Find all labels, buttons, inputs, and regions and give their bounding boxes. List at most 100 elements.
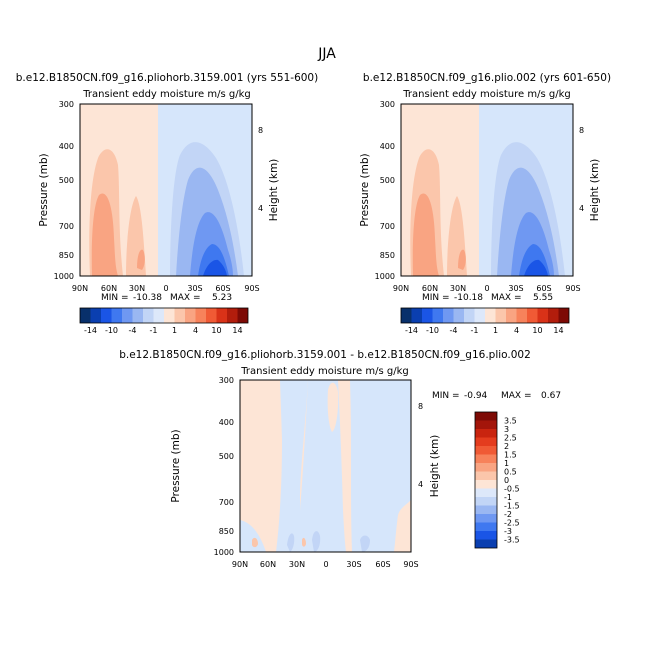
colorbar-2-frame — [400, 307, 570, 324]
colorbar-3: 3.5 3 2.5 2 1.5 1 0.5 0 -0.5 -1 -1.5 -2 … — [474, 411, 520, 549]
colorbar-2-label-5: 1 — [493, 326, 498, 335]
colorbar-3-label-2: 3 — [504, 425, 509, 434]
colorbar-1-box-7 — [143, 308, 154, 323]
panel-3-x-tick-60s: 60S — [375, 560, 390, 569]
panel-1-h-tick-4: 4 — [258, 204, 263, 213]
panel-3-negative-band-1 — [276, 380, 308, 552]
colorbar-1-label-3: -4 — [129, 326, 137, 335]
colorbar-3-box-13 — [475, 514, 497, 523]
panel-2-x-tick-30n: 30N — [450, 284, 466, 293]
panel-3-title: b.e12.B1850CN.f09_g16.pliohorb.3159.001 … — [119, 349, 531, 361]
colorbar-3-box-15 — [475, 531, 497, 540]
panel-1-x-tick-30n: 30N — [129, 284, 145, 293]
panel-1-ylabel: Pressure (mb) — [38, 153, 50, 226]
panel-1-title: b.e12.B1850CN.f09_g16.pliohorb.3159.001 … — [16, 72, 318, 84]
panel-3-pos-spot-2 — [252, 537, 258, 548]
panel-1-ylabel2: Height (km) — [268, 159, 280, 222]
panel-1-p-tick-850: 850 — [59, 251, 74, 260]
colorbar-3-box-12 — [475, 505, 497, 514]
panel-3-x-tick-0: 0 — [323, 560, 328, 569]
colorbar-2-label-7: 10 — [532, 326, 542, 335]
panel-1-plot — [79, 103, 253, 277]
colorbar-2: -14 -10 -4 -1 1 4 10 14 — [400, 307, 570, 335]
colorbar-1-box-16 — [237, 308, 248, 323]
colorbar-3-box-14 — [475, 522, 497, 531]
colorbar-3-label-11: -1.5 — [504, 502, 520, 511]
panel-1-max-value: 5.23 — [212, 293, 232, 303]
panel-2-p-tick-1000: 1000 — [375, 272, 395, 281]
colorbar-1-label-8: 14 — [232, 326, 242, 335]
colorbar-1-box-4 — [111, 308, 122, 323]
panel-3-plot — [239, 379, 412, 553]
colorbar-1-box-13 — [206, 308, 217, 323]
colorbar-2-label-4: -1 — [471, 326, 479, 335]
panel-1-h-tick-8: 8 — [258, 126, 263, 135]
colorbar-2-box-15 — [548, 308, 559, 323]
panel-1-p-tick-300: 300 — [59, 100, 74, 109]
colorbar-3-label-3: 2.5 — [504, 434, 517, 443]
colorbar-3-box-3 — [475, 429, 497, 438]
panel-2-x-tick-60n: 60N — [422, 284, 438, 293]
panel-2-subtitle: Transient eddy moisture m/s g/kg — [402, 89, 570, 100]
panel-3-p-tick-300: 300 — [219, 376, 234, 385]
colorbar-1-box-12 — [195, 308, 206, 323]
panel-2-min-label: MIN = — [422, 293, 450, 303]
panel-1-x-tick-30s: 30S — [187, 284, 202, 293]
panel-2-x-tick-0: 0 — [484, 284, 489, 293]
colorbar-3-box-10 — [475, 488, 497, 497]
panel-2-ylabel: Pressure (mb) — [359, 153, 371, 226]
panel-2-x-tick-60s: 60S — [536, 284, 551, 293]
panel-1-x-tick-60s: 60S — [215, 284, 230, 293]
colorbar-2-box-9 — [485, 308, 496, 323]
colorbar-1-label-7: 10 — [211, 326, 221, 335]
colorbar-1-box-9 — [164, 308, 175, 323]
panel-1-max-label: MAX = — [170, 293, 201, 303]
panel-2-neg-contour-5 — [524, 259, 548, 276]
panel-3-p-tick-400: 400 — [219, 418, 234, 427]
panel-3-neg-spot-3 — [360, 535, 370, 552]
colorbar-2-box-1 — [401, 308, 412, 323]
panel-2-title: b.e12.B1850CN.f09_g16.plio.002 (yrs 601-… — [363, 72, 611, 84]
panel-2-h-tick-8: 8 — [579, 126, 584, 135]
colorbar-1-label-1: -14 — [84, 326, 97, 335]
colorbar-3-label-14: -3 — [504, 527, 512, 536]
panel-2-ylabel2: Height (km) — [589, 159, 601, 222]
panel-3-max-value: 0.67 — [541, 391, 561, 401]
panel-2-p-tick-500: 500 — [380, 176, 395, 185]
colorbar-2-label-8: 14 — [553, 326, 563, 335]
colorbar-1-label-6: 4 — [193, 326, 198, 335]
panel-3-max-label: MAX = — [501, 391, 532, 401]
colorbar-2-box-8 — [474, 308, 485, 323]
colorbar-3-box-8 — [475, 471, 497, 480]
colorbar-3-label-15: -3.5 — [504, 536, 520, 545]
panel-3-negative-band-3 — [350, 380, 411, 552]
panel-2-p-tick-850: 850 — [380, 251, 395, 260]
colorbar-2-box-13 — [527, 308, 538, 323]
colorbar-1-label-5: 1 — [172, 326, 177, 335]
colorbar-3-box-6 — [475, 454, 497, 463]
colorbar-3-box-1 — [475, 412, 497, 421]
colorbar-3-label-10: -1 — [504, 493, 512, 502]
panel-3-subtitle: Transient eddy moisture m/s g/kg — [240, 366, 408, 377]
panel-1-min-value: -10.38 — [133, 293, 162, 303]
panel-2: b.e12.B1850CN.f09_g16.plio.002 (yrs 601-… — [359, 72, 611, 335]
panel-1-p-tick-700: 700 — [59, 222, 74, 231]
colorbar-1-box-11 — [185, 308, 196, 323]
panel-1-subtitle: Transient eddy moisture m/s g/kg — [82, 89, 250, 100]
colorbar-2-box-10 — [495, 308, 506, 323]
panel-3-frame — [239, 379, 412, 553]
panel-3-neg-spot-2 — [312, 531, 321, 552]
panel-2-max-value: 5.55 — [533, 293, 553, 303]
panel-2-pos-contour-2b — [458, 249, 466, 270]
colorbar-2-label-6: 4 — [514, 326, 519, 335]
panel-3-h-tick-4: 4 — [418, 480, 423, 489]
panel-3: b.e12.B1850CN.f09_g16.pliohorb.3159.001 … — [119, 349, 561, 569]
panel-3-p-tick-500: 500 — [219, 452, 234, 461]
colorbar-3-box-2 — [475, 420, 497, 429]
season-title: JJA — [317, 46, 336, 62]
panel-2-min-value: -10.18 — [454, 293, 483, 303]
colorbar-1-box-14 — [216, 308, 227, 323]
colorbar-3-label-12: -2 — [504, 510, 512, 519]
panel-3-min-value: -0.94 — [464, 391, 488, 401]
